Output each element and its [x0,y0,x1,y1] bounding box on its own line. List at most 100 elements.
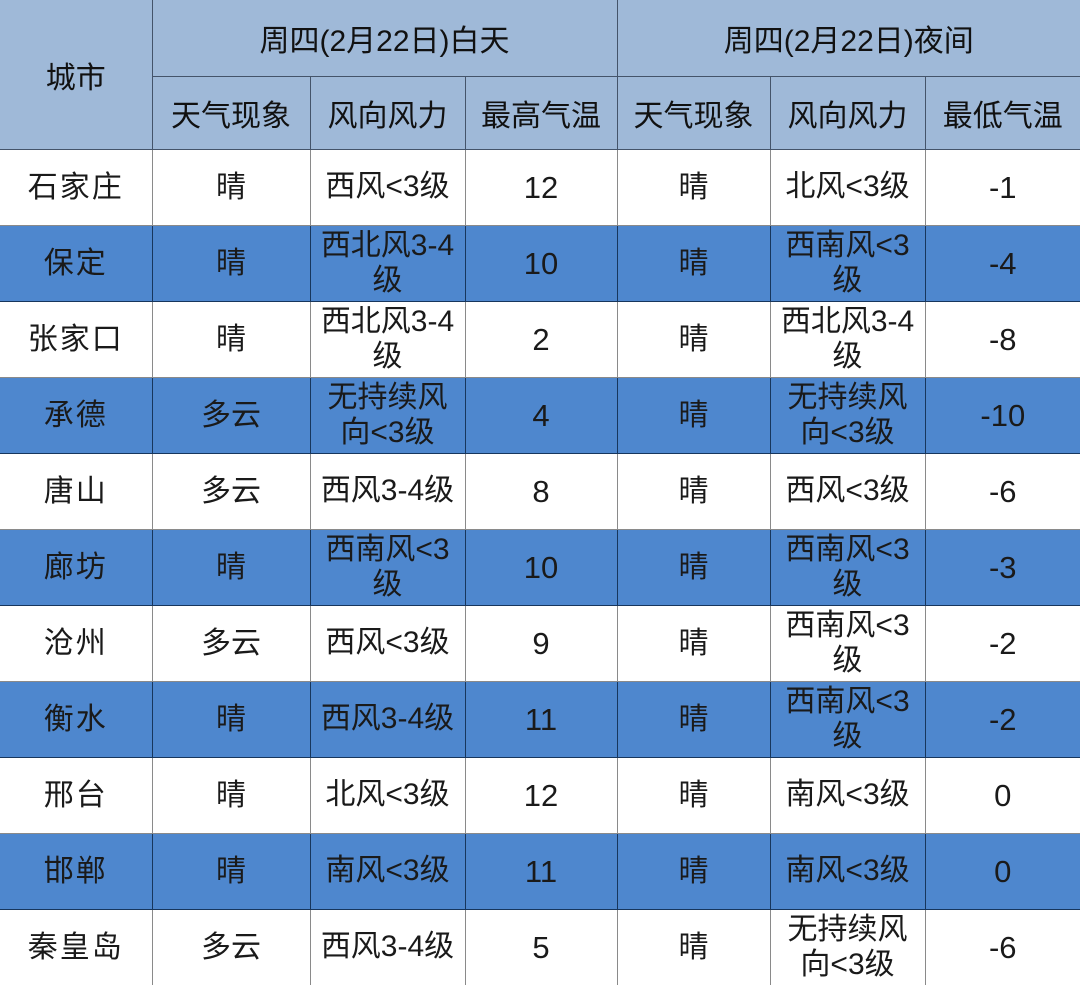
column-header-day-wind: 风向风力 [309,76,466,150]
city-cell: 石家庄 [0,149,153,226]
night-low-temp-cell: -2 [924,605,1080,682]
day-wind-cell: 南风<3级 [309,833,466,910]
night-weather-cell: 晴 [616,909,771,985]
day-high-temp-cell: 4 [464,377,618,454]
column-header-day-weather: 天气现象 [151,76,311,150]
night-low-temp-cell: -3 [924,529,1080,606]
night-low-temp-cell: -6 [924,453,1080,530]
column-header-night-weather: 天气现象 [616,76,771,150]
city-cell: 廊坊 [0,529,153,606]
day-wind-cell: 西风<3级 [309,605,466,682]
day-high-temp-cell: 10 [464,225,618,302]
column-group-daytime: 周四(2月22日)白天 [151,0,618,77]
table-row: 保定 晴 西北风3-4级 10 晴 西南风<3级 -4 [0,225,1080,302]
day-high-temp-cell: 8 [464,453,618,530]
day-wind-cell: 西风3-4级 [309,909,466,985]
night-weather-cell: 晴 [616,757,771,834]
city-cell: 邯郸 [0,833,153,910]
night-weather-cell: 晴 [616,301,771,378]
day-weather-cell: 晴 [151,757,311,834]
day-high-temp-cell: 5 [464,909,618,985]
header-group-row: 城市 周四(2月22日)白天 周四(2月22日)夜间 [0,0,1080,150]
column-header-day-high: 最高气温 [464,76,618,150]
night-weather-cell: 晴 [616,149,771,226]
night-wind-cell: 西北风3-4级 [769,301,926,378]
table-body: 石家庄 晴 西风<3级 12 晴 北风<3级 -1 保定 晴 西北风3-4级 1… [0,149,1080,985]
city-cell: 唐山 [0,453,153,530]
night-low-temp-cell: -8 [924,301,1080,378]
night-low-temp-cell: -2 [924,681,1080,758]
night-wind-cell: 西南风<3级 [769,605,926,682]
table-row: 邯郸 晴 南风<3级 11 晴 南风<3级 0 [0,833,1080,910]
day-wind-cell: 西南风<3级 [309,529,466,606]
day-weather-cell: 多云 [151,377,311,454]
column-group-night: 周四(2月22日)夜间 [616,0,1080,77]
day-wind-cell: 西风<3级 [309,149,466,226]
night-wind-cell: 南风<3级 [769,833,926,910]
city-cell: 衡水 [0,681,153,758]
table-row: 承德 多云 无持续风向<3级 4 晴 无持续风向<3级 -10 [0,377,1080,454]
table-row: 张家口 晴 西北风3-4级 2 晴 西北风3-4级 -8 [0,301,1080,378]
city-cell: 保定 [0,225,153,302]
night-low-temp-cell: -1 [924,149,1080,226]
day-wind-cell: 西北风3-4级 [309,225,466,302]
night-low-temp-cell: -6 [924,909,1080,985]
night-wind-cell: 西南风<3级 [769,681,926,758]
night-low-temp-cell: -10 [924,377,1080,454]
header-sub-row: 天气现象 风向风力 最高气温 天气现象 风向风力 最低气温 [0,76,1080,150]
night-wind-cell: 西南风<3级 [769,529,926,606]
night-wind-cell: 西风<3级 [769,453,926,530]
night-low-temp-cell: 0 [924,757,1080,834]
column-header-night-wind: 风向风力 [769,76,926,150]
day-wind-cell: 北风<3级 [309,757,466,834]
day-weather-cell: 晴 [151,681,311,758]
city-cell: 张家口 [0,301,153,378]
night-wind-cell: 无持续风向<3级 [769,909,926,985]
day-weather-cell: 晴 [151,149,311,226]
table-row: 石家庄 晴 西风<3级 12 晴 北风<3级 -1 [0,149,1080,226]
day-weather-cell: 多云 [151,453,311,530]
night-weather-cell: 晴 [616,225,771,302]
city-cell: 承德 [0,377,153,454]
night-weather-cell: 晴 [616,681,771,758]
night-wind-cell: 西南风<3级 [769,225,926,302]
night-low-temp-cell: -4 [924,225,1080,302]
night-weather-cell: 晴 [616,833,771,910]
day-weather-cell: 多云 [151,605,311,682]
day-high-temp-cell: 11 [464,833,618,910]
night-low-temp-cell: 0 [924,833,1080,910]
table-row: 衡水 晴 西风3-4级 11 晴 西南风<3级 -2 [0,681,1080,758]
city-cell: 秦皇岛 [0,909,153,985]
day-weather-cell: 晴 [151,301,311,378]
night-weather-cell: 晴 [616,529,771,606]
day-high-temp-cell: 9 [464,605,618,682]
night-wind-cell: 南风<3级 [769,757,926,834]
night-wind-cell: 北风<3级 [769,149,926,226]
table-row: 廊坊 晴 西南风<3级 10 晴 西南风<3级 -3 [0,529,1080,606]
column-header-city: 城市 [0,0,153,150]
day-weather-cell: 晴 [151,833,311,910]
night-weather-cell: 晴 [616,605,771,682]
day-high-temp-cell: 10 [464,529,618,606]
city-cell: 沧州 [0,605,153,682]
table-row: 邢台 晴 北风<3级 12 晴 南风<3级 0 [0,757,1080,834]
day-wind-cell: 西北风3-4级 [309,301,466,378]
column-header-night-low: 最低气温 [924,76,1080,150]
night-weather-cell: 晴 [616,453,771,530]
day-high-temp-cell: 11 [464,681,618,758]
day-high-temp-cell: 12 [464,757,618,834]
table-row: 秦皇岛 多云 西风3-4级 5 晴 无持续风向<3级 -6 [0,909,1080,985]
day-high-temp-cell: 12 [464,149,618,226]
day-wind-cell: 西风3-4级 [309,681,466,758]
day-weather-cell: 多云 [151,909,311,985]
day-wind-cell: 无持续风向<3级 [309,377,466,454]
night-wind-cell: 无持续风向<3级 [769,377,926,454]
day-weather-cell: 晴 [151,225,311,302]
day-weather-cell: 晴 [151,529,311,606]
day-wind-cell: 西风3-4级 [309,453,466,530]
table-row: 沧州 多云 西风<3级 9 晴 西南风<3级 -2 [0,605,1080,682]
city-cell: 邢台 [0,757,153,834]
day-high-temp-cell: 2 [464,301,618,378]
table-row: 唐山 多云 西风3-4级 8 晴 西风<3级 -6 [0,453,1080,530]
table-header: 城市 周四(2月22日)白天 周四(2月22日)夜间 天气现象 风向风力 最高气… [0,0,1080,150]
